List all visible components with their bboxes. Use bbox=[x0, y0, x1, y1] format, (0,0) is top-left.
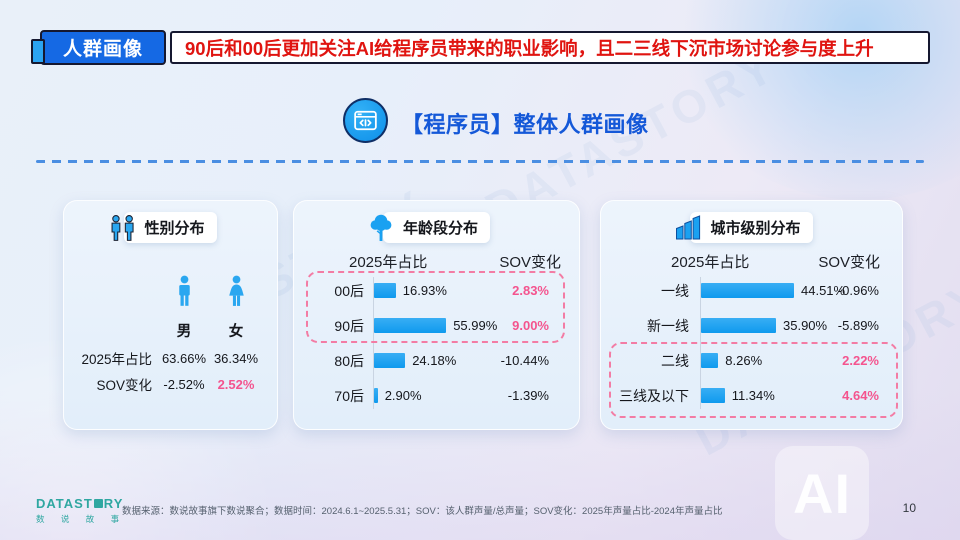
section-badge: 人群画像 bbox=[40, 30, 166, 65]
row-bar-area: 8.26% bbox=[701, 353, 801, 368]
page-title: 【程序员】整体人群画像 bbox=[401, 112, 649, 137]
bar bbox=[374, 318, 447, 333]
bar-value-label: 24.18% bbox=[412, 353, 457, 368]
age-col-sov-header: SOV变化 bbox=[499, 254, 561, 271]
chart-row: 90后 55.99% 9.00% bbox=[306, 308, 567, 343]
sov-value-label: -1.39% bbox=[507, 388, 549, 403]
data-source-note: 数据来源：数说故事旗下数说聚合；数据时间：2024.6.1~2025.5.31；… bbox=[122, 506, 723, 517]
header-accent-tab bbox=[31, 39, 45, 64]
sov-value-label: 2.22% bbox=[842, 353, 879, 368]
bar bbox=[374, 388, 378, 403]
row-category-label: 二线 bbox=[661, 352, 689, 369]
dashed-divider bbox=[36, 160, 924, 163]
female-share-value: 36.34% bbox=[213, 350, 259, 366]
gender-card-title: 性别分布 bbox=[144, 220, 205, 237]
datastory-logo-chinese: 数 说 故 事 bbox=[36, 514, 127, 524]
bar bbox=[701, 388, 725, 403]
sov-value-label: 9.00% bbox=[512, 318, 549, 333]
row-bar-area: 16.93% bbox=[374, 283, 463, 298]
row-category-label: 一线 bbox=[661, 282, 689, 299]
chart-row: 一线 44.51% -0.96% bbox=[613, 273, 890, 308]
city-bar-chart: 一线 44.51% -0.96% 新一线 35.90% -5.89% 二线 8.… bbox=[609, 273, 898, 418]
chart-row: 00后 16.93% 2.83% bbox=[306, 273, 567, 308]
chart-row: 70后 2.90% -1.39% bbox=[306, 378, 567, 413]
tree-icon bbox=[367, 213, 395, 243]
female-label: 女 bbox=[228, 323, 244, 340]
bar-value-label: 55.99% bbox=[453, 318, 498, 333]
male-share-value: 63.66% bbox=[161, 350, 207, 366]
sov-value-label: -10.44% bbox=[500, 353, 549, 368]
sov-row-label: SOV变化 bbox=[96, 378, 152, 393]
female-sov-value: 2.52% bbox=[217, 376, 255, 392]
logo-square-o bbox=[93, 499, 103, 508]
bar bbox=[701, 318, 776, 333]
bar bbox=[374, 283, 396, 298]
bar-value-label: 11.34% bbox=[731, 388, 775, 403]
datastory-logo-wordmark: DATAST RY bbox=[36, 496, 126, 511]
male-sov-value: -2.52% bbox=[163, 376, 205, 392]
gender-distribution-card: 性别分布 男 bbox=[63, 200, 278, 430]
row-bar-area: 11.34% bbox=[701, 388, 801, 403]
row-bar-area: 35.90% bbox=[701, 318, 827, 333]
headline-banner: 90后和00后更加关注AI给程序员带来的职业影响，且二三线下沉市场讨论参与度上升 bbox=[170, 31, 930, 64]
gender-card-title-pill: 性别分布 bbox=[112, 212, 217, 243]
city-card-title-pill: 城市级别分布 bbox=[676, 212, 813, 243]
city-col-share-header: 2025年占比 bbox=[671, 254, 750, 271]
row-category-label: 90后 bbox=[334, 317, 364, 334]
row-category-label: 新一线 bbox=[647, 317, 689, 334]
age-bar-chart: 00后 16.93% 2.83% 90后 55.99% 9.00% 80后 24… bbox=[306, 271, 567, 413]
chart-row: 三线及以下 11.34% 4.64% bbox=[613, 378, 890, 413]
row-category-label: 70后 bbox=[334, 387, 364, 404]
page-number: 10 bbox=[902, 501, 916, 515]
female-icon bbox=[210, 275, 262, 312]
male-icon bbox=[158, 275, 210, 312]
share-row-label: 2025年占比 bbox=[81, 352, 152, 367]
datastory-logo: DATAST RY 数 说 故 事 bbox=[36, 496, 126, 525]
bar-value-label: 35.90% bbox=[783, 318, 828, 333]
people-icon bbox=[108, 214, 138, 242]
background-blob-top-right bbox=[670, 0, 960, 200]
city-card-header: 城市级别分布 bbox=[601, 212, 902, 243]
age-card-header: 年龄段分布 bbox=[294, 212, 579, 243]
bar-value-label: 44.51% bbox=[801, 283, 846, 298]
sov-value-label: 2.83% bbox=[512, 283, 549, 298]
code-window-glyph bbox=[354, 110, 377, 131]
bars-icon bbox=[674, 214, 702, 241]
row-bar-area: 24.18% bbox=[374, 353, 463, 368]
chart-row: 二线 8.26% 2.22% bbox=[613, 343, 890, 378]
bar bbox=[701, 353, 719, 368]
gender-table: 男 女 2025年占比 63.66% 36.34% SOV变化 -2.52% 2… bbox=[74, 271, 262, 397]
chart-row: 80后 24.18% -10.44% bbox=[306, 343, 567, 378]
row-bar-area: 2.90% bbox=[374, 388, 463, 403]
gender-card-header: 性别分布 bbox=[64, 212, 277, 243]
bar-value-label: 2.90% bbox=[384, 388, 422, 403]
logo-text-left: DATAST bbox=[36, 496, 93, 511]
bar-value-label: 8.26% bbox=[725, 353, 763, 368]
city-col-sov-header: SOV变化 bbox=[818, 254, 880, 271]
row-bar-area: 44.51% bbox=[701, 283, 845, 298]
sov-value-label: -0.96% bbox=[837, 283, 879, 298]
age-card-title-pill: 年龄段分布 bbox=[370, 212, 490, 243]
row-category-label: 80后 bbox=[334, 352, 364, 369]
row-category-label: 00后 bbox=[334, 282, 364, 299]
row-bar-area: 55.99% bbox=[374, 318, 497, 333]
ai-watermark-badge: AI bbox=[775, 446, 869, 540]
age-col-share-header: 2025年占比 bbox=[349, 254, 428, 271]
logo-text-right: RY bbox=[103, 496, 124, 511]
age-distribution-card: 年龄段分布 2025年占比 SOV变化 00后 16.93% 2.83% 90后… bbox=[293, 200, 580, 430]
age-card-title: 年龄段分布 bbox=[402, 220, 478, 237]
bar bbox=[374, 353, 406, 368]
bar bbox=[701, 283, 794, 298]
row-category-label: 三线及以下 bbox=[619, 387, 689, 404]
male-label: 男 bbox=[176, 323, 192, 340]
sov-value-label: -5.89% bbox=[837, 318, 879, 333]
city-tier-distribution-card: 城市级别分布 2025年占比 SOV变化 一线 44.51% -0.96% 新一… bbox=[600, 200, 903, 430]
code-window-icon bbox=[343, 98, 388, 143]
chart-row: 新一线 35.90% -5.89% bbox=[613, 308, 890, 343]
sov-value-label: 4.64% bbox=[842, 388, 879, 403]
city-card-title: 城市级别分布 bbox=[710, 220, 801, 237]
bar-value-label: 16.93% bbox=[402, 283, 447, 298]
